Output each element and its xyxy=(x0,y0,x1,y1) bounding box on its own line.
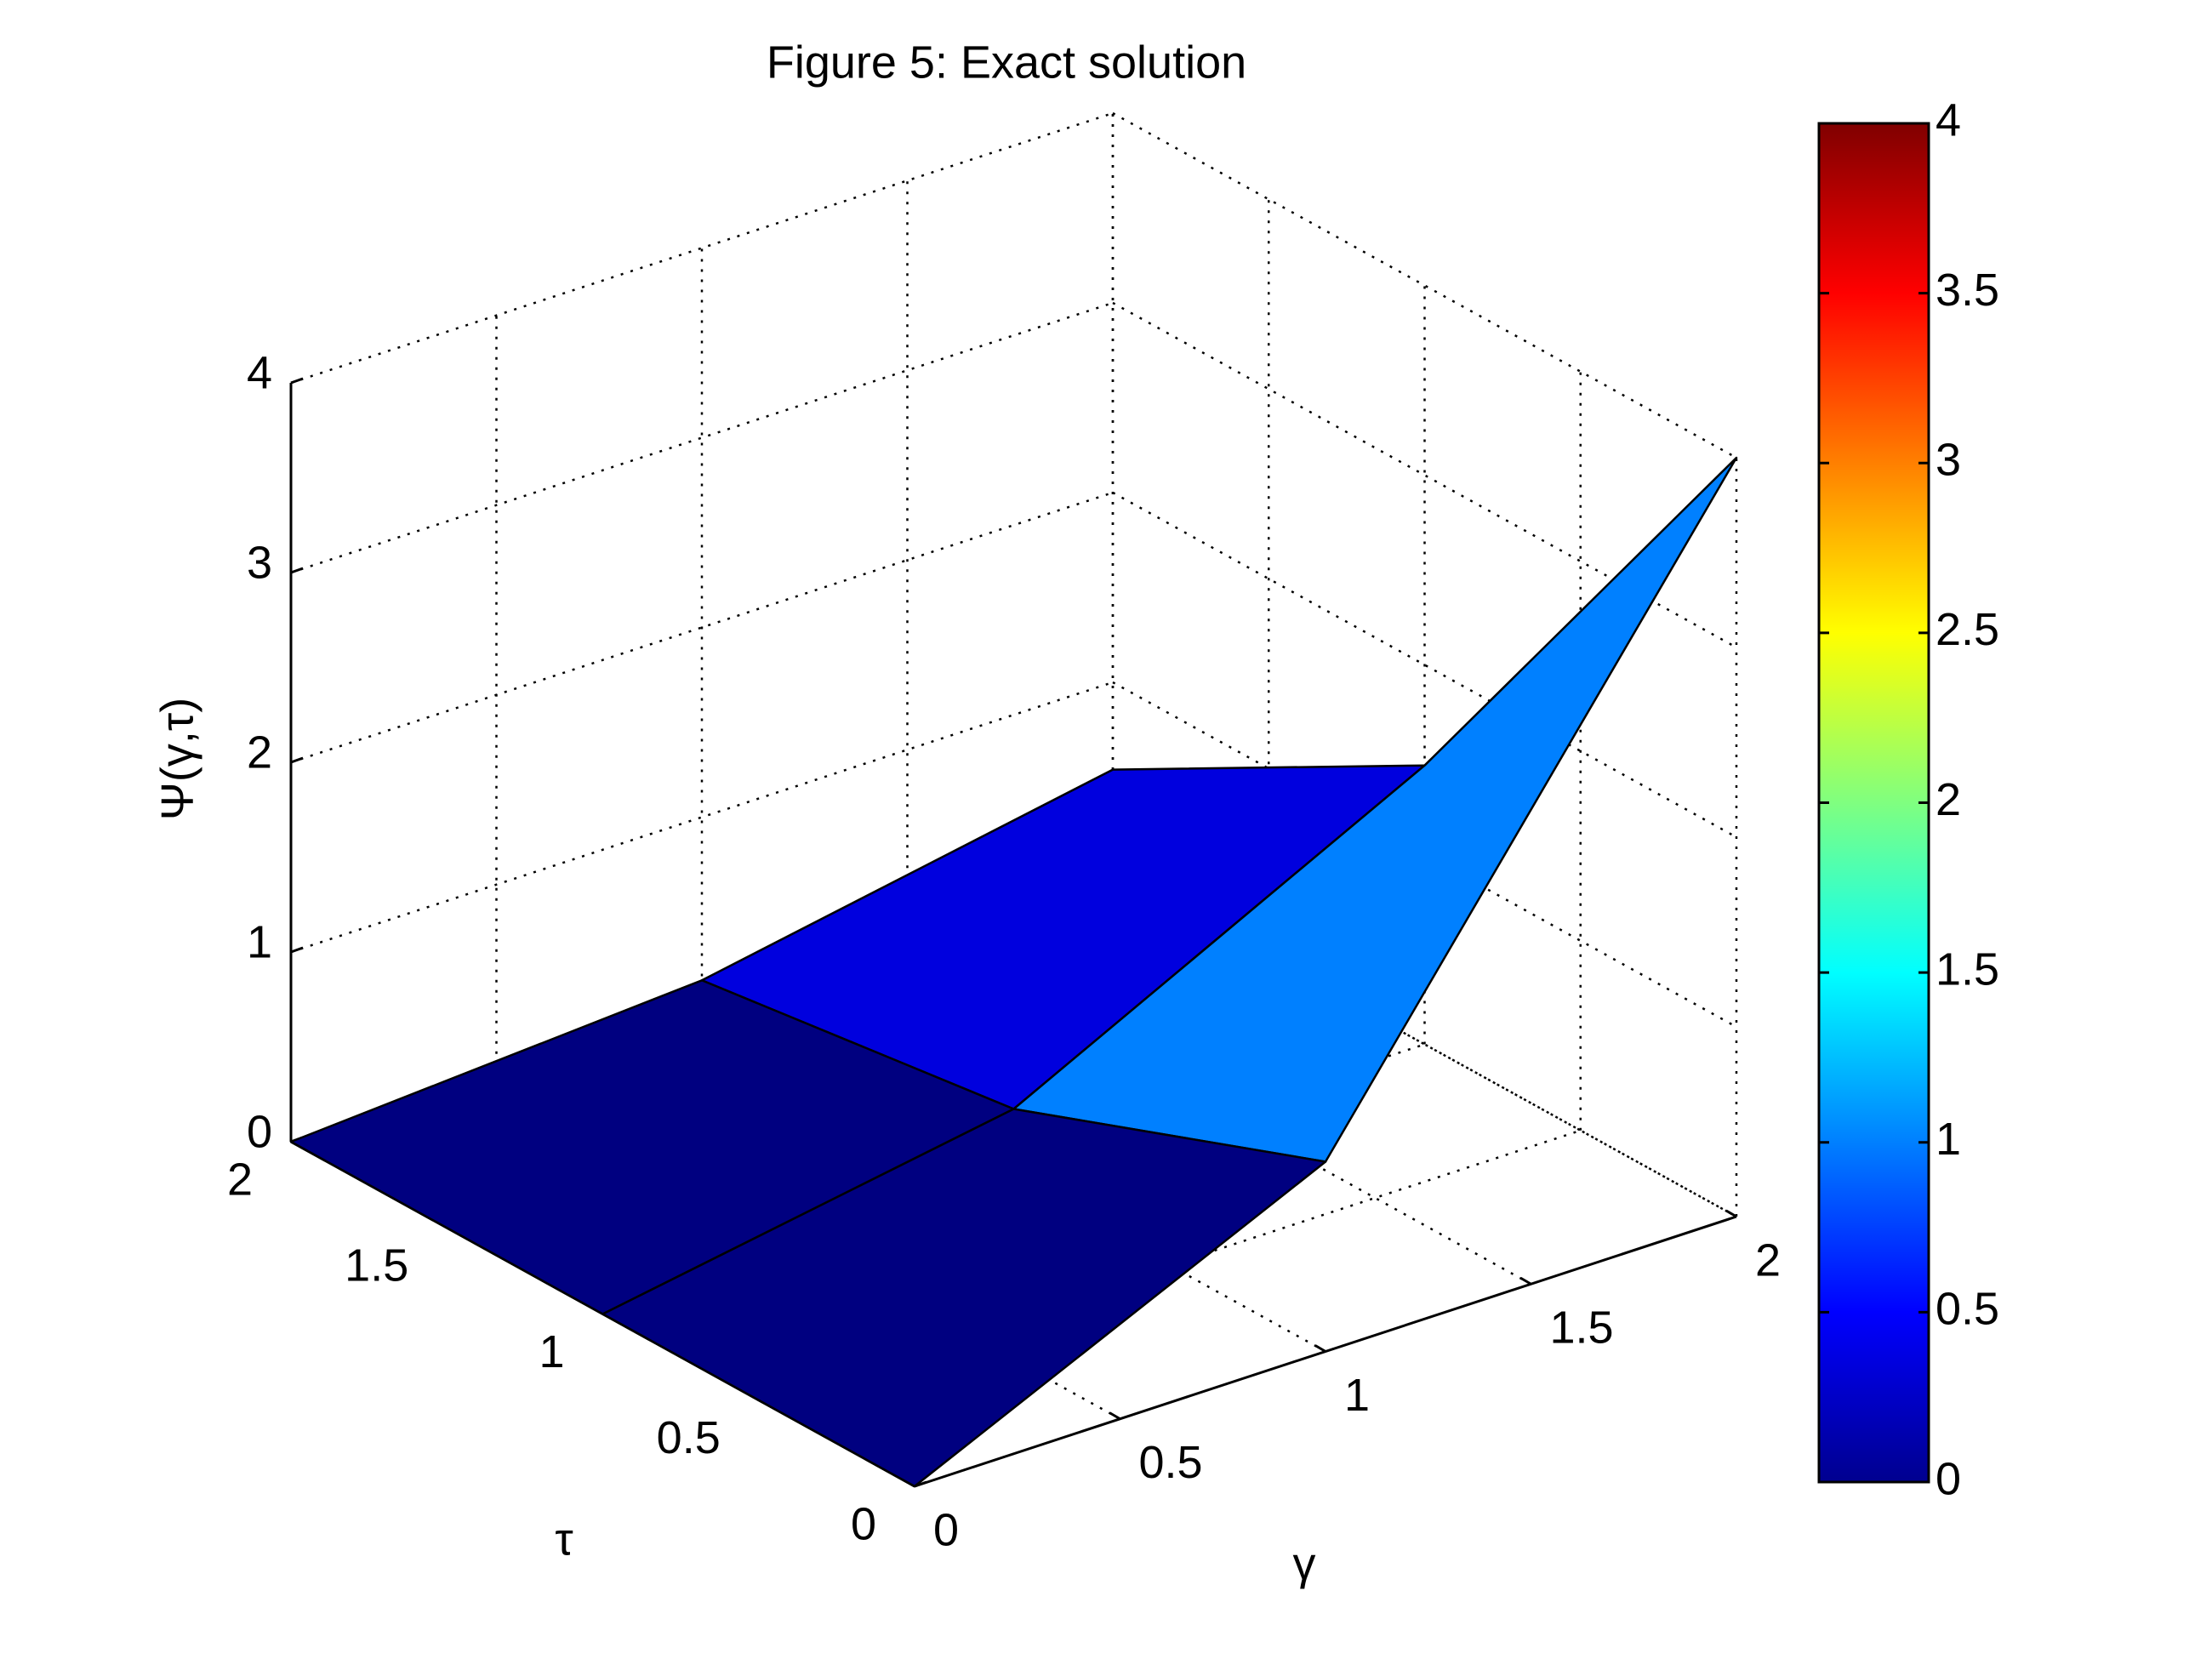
colorbar-tick-label: 2 xyxy=(1936,774,1961,825)
grid-line xyxy=(290,681,1114,954)
z-tick-label: 4 xyxy=(247,347,272,398)
y-tick-label: 1.5 xyxy=(345,1240,408,1291)
x-tick-label: 0.5 xyxy=(1139,1437,1203,1488)
grid-line xyxy=(1112,870,1737,1218)
y-tick-label: 0 xyxy=(851,1498,876,1549)
colorbar-tick-label: 3.5 xyxy=(1936,265,1999,316)
z-tick xyxy=(290,946,304,954)
x-tick xyxy=(1725,1209,1737,1218)
x-tick-label: 0 xyxy=(933,1504,959,1555)
y-tick-label: 1 xyxy=(539,1326,564,1377)
x-tick xyxy=(1314,1344,1326,1353)
grid-line xyxy=(290,111,1114,385)
colorbar-tick-label: 3 xyxy=(1936,435,1961,486)
x-tick-label: 2 xyxy=(1755,1234,1781,1286)
x-tick-label: 1.5 xyxy=(1550,1303,1614,1354)
colorbar-tick-label: 1 xyxy=(1936,1114,1961,1165)
z-tick-label: 2 xyxy=(247,727,272,778)
colorbar-tick-label: 0.5 xyxy=(1936,1284,1999,1335)
colorbar-tick-label: 1.5 xyxy=(1936,944,1999,995)
y-tick-label: 0.5 xyxy=(657,1412,721,1463)
grid-line xyxy=(1112,491,1737,839)
x-axis-label: γ xyxy=(1293,1538,1316,1589)
grid-line xyxy=(1112,111,1737,459)
colorbar-tick-label: 2.5 xyxy=(1936,604,1999,655)
z-tick xyxy=(290,567,304,574)
z-tick-label: 3 xyxy=(247,537,272,588)
z-tick xyxy=(290,377,304,385)
grid-line xyxy=(1112,681,1737,1029)
z-tick-label: 1 xyxy=(247,916,272,967)
grid-line xyxy=(290,301,1114,574)
z-tick xyxy=(290,756,304,764)
colorbar-tick-label: 4 xyxy=(1936,94,1961,145)
colorbar-tick-label: 0 xyxy=(1936,1453,1961,1504)
z-tick-label: 0 xyxy=(247,1106,272,1157)
colorbar xyxy=(1817,122,1930,1484)
x-tick-label: 1 xyxy=(1344,1370,1370,1421)
x-tick xyxy=(1519,1276,1532,1286)
y-tick-label: 2 xyxy=(227,1154,253,1205)
chart-title: Figure 5: Exact solution xyxy=(767,37,1246,88)
grid-line xyxy=(290,491,1114,764)
x-tick xyxy=(1109,1411,1121,1421)
y-axis-label: τ xyxy=(555,1514,573,1565)
surface-face xyxy=(601,1108,1327,1488)
z-axis-label: Ψ(γ,τ) xyxy=(151,698,202,820)
